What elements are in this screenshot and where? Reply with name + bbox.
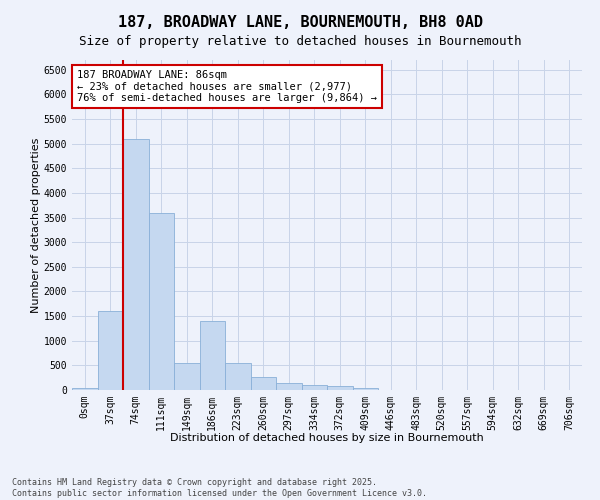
Bar — [174, 363, 199, 390]
Bar — [276, 382, 302, 390]
Bar — [123, 139, 149, 390]
Y-axis label: Number of detached properties: Number of detached properties — [31, 138, 41, 312]
Bar — [302, 385, 327, 390]
Bar — [327, 386, 353, 390]
Text: Contains HM Land Registry data © Crown copyright and database right 2025.
Contai: Contains HM Land Registry data © Crown c… — [12, 478, 427, 498]
Bar — [199, 321, 225, 390]
Bar — [251, 376, 276, 390]
Bar — [149, 212, 174, 390]
Bar — [225, 363, 251, 390]
Text: 187 BROADWAY LANE: 86sqm
← 23% of detached houses are smaller (2,977)
76% of sem: 187 BROADWAY LANE: 86sqm ← 23% of detach… — [77, 70, 377, 103]
Bar — [353, 388, 378, 390]
X-axis label: Distribution of detached houses by size in Bournemouth: Distribution of detached houses by size … — [170, 433, 484, 443]
Bar — [97, 311, 123, 390]
Text: 187, BROADWAY LANE, BOURNEMOUTH, BH8 0AD: 187, BROADWAY LANE, BOURNEMOUTH, BH8 0AD — [118, 15, 482, 30]
Bar — [72, 388, 97, 390]
Text: Size of property relative to detached houses in Bournemouth: Size of property relative to detached ho… — [79, 35, 521, 48]
